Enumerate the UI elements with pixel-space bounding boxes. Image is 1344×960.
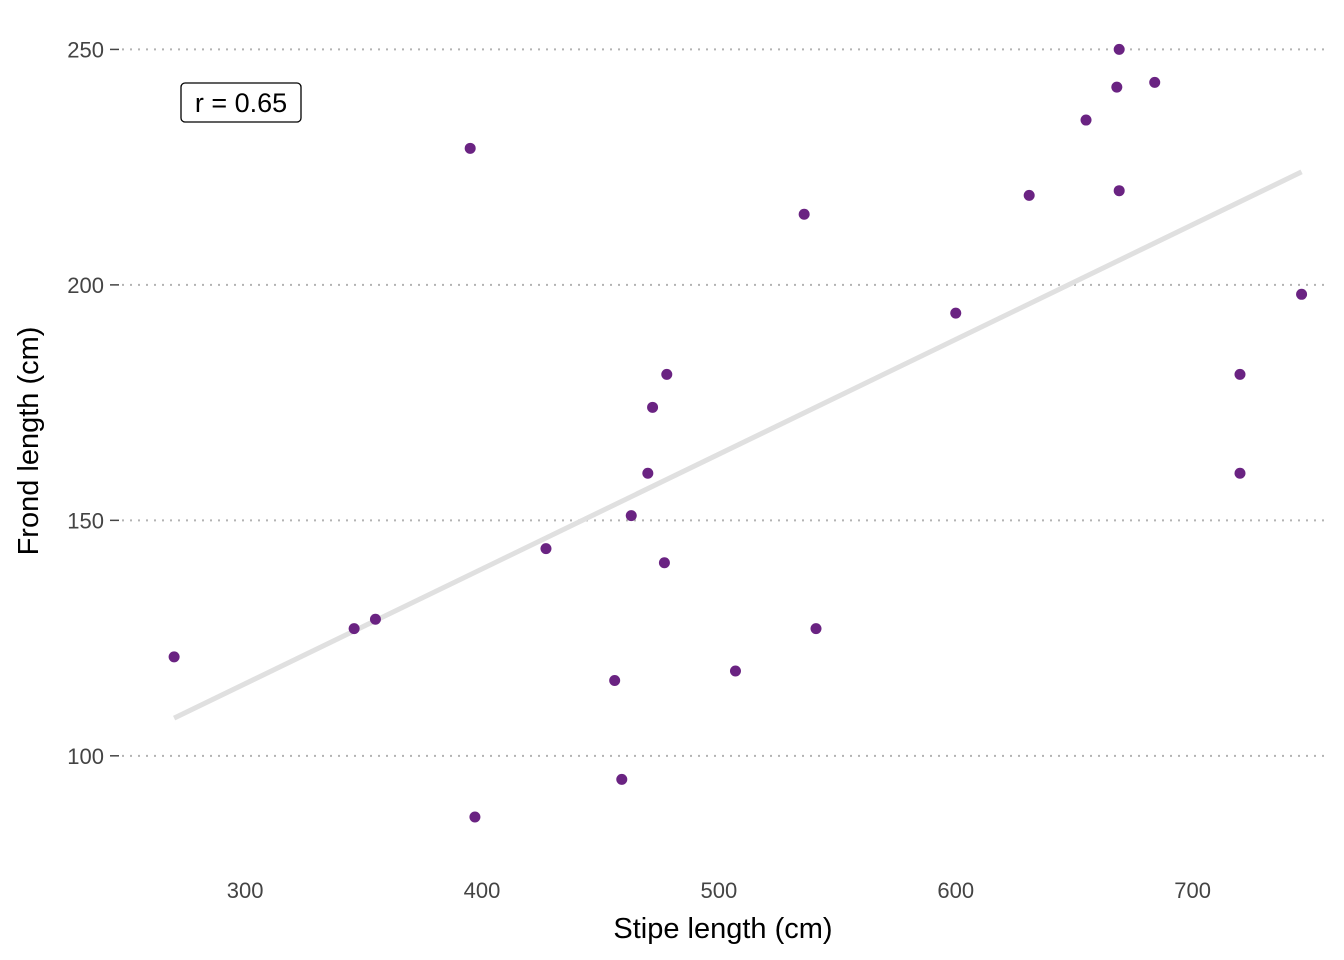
data-point-16	[950, 307, 962, 319]
data-point-13	[729, 665, 741, 677]
x-axis-title: Stipe length (cm)	[613, 913, 832, 945]
x-tick-label-3: 600	[937, 878, 974, 903]
x-tick-label-0: 300	[227, 878, 264, 903]
trend-line-group	[173, 169, 1303, 721]
data-point-23	[1234, 368, 1246, 380]
y-tick-label-0: 100	[67, 744, 104, 769]
data-point-17	[1023, 189, 1035, 201]
data-point-0	[168, 651, 180, 663]
y-axis-title: Frond length (cm)	[13, 327, 45, 556]
data-point-3	[464, 142, 476, 154]
data-point-2	[369, 613, 381, 625]
data-point-12	[661, 368, 673, 380]
data-point-8	[625, 510, 637, 522]
data-point-20	[1113, 43, 1125, 55]
data-point-6	[609, 674, 621, 686]
data-point-7	[616, 773, 628, 785]
y-tick-label-1: 150	[67, 508, 104, 533]
data-point-14	[798, 208, 810, 220]
trend-line	[173, 169, 1303, 721]
data-point-1	[348, 623, 360, 635]
x-tick-label-4: 700	[1174, 878, 1211, 903]
grid-lines	[122, 48, 1330, 757]
data-point-21	[1113, 185, 1125, 197]
data-point-25	[1296, 288, 1308, 300]
correlation-annotation: r = 0.65	[180, 82, 302, 123]
x-axis-ticks: 300 400 500 600 700	[227, 878, 1211, 903]
data-point-15	[810, 623, 822, 635]
y-tick-label-2: 200	[67, 273, 104, 298]
data-point-19	[1111, 81, 1123, 93]
data-point-24	[1234, 467, 1246, 479]
annotation-text: r = 0.65	[195, 88, 287, 118]
y-axis-ticks: 100 150 200 250	[67, 37, 119, 769]
x-tick-label-1: 400	[464, 878, 501, 903]
annotation-box	[180, 82, 302, 123]
data-points	[168, 43, 1308, 823]
data-point-18	[1080, 114, 1092, 126]
data-point-11	[658, 557, 670, 569]
data-point-22	[1149, 76, 1161, 88]
data-point-10	[647, 401, 659, 413]
data-point-4	[469, 811, 481, 823]
x-tick-label-2: 500	[701, 878, 738, 903]
data-point-9	[642, 467, 654, 479]
y-tick-label-3: 250	[67, 37, 104, 62]
data-point-5	[540, 543, 552, 555]
